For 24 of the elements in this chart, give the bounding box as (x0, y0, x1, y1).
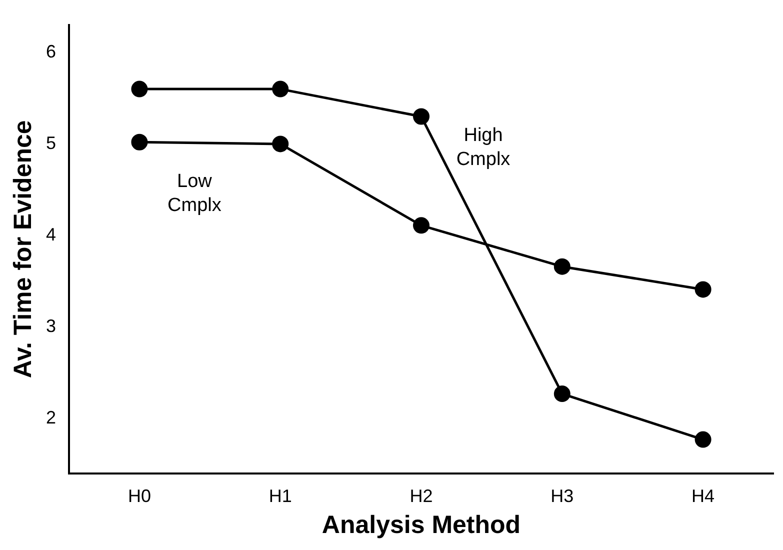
point (554, 386, 570, 402)
series-label: Low Cmplx (168, 170, 222, 216)
x-tick-label: H3 (550, 486, 574, 506)
series-label: High Cmplx (456, 125, 511, 170)
y-tick-label: 6 (46, 41, 56, 62)
y-tick-label: 2 (46, 407, 56, 428)
point (694, 431, 712, 448)
point (413, 108, 430, 125)
y-axis-title: Av. Time for Evidence (8, 120, 37, 378)
point (413, 217, 430, 234)
x-axis-title: Analysis Method (322, 510, 521, 539)
point (272, 136, 289, 152)
point (694, 281, 712, 298)
point (554, 258, 570, 275)
x-tick-label: H4 (692, 486, 715, 506)
point (131, 134, 148, 150)
point (272, 80, 289, 98)
y-tick-label: 5 (46, 132, 56, 153)
x-tick-label: H0 (128, 486, 151, 506)
x-tick-label: H2 (410, 486, 433, 506)
y-tick-label: 3 (46, 316, 56, 336)
x-tick-label: H1 (268, 486, 292, 506)
y-tick-label: 4 (46, 224, 56, 244)
point (131, 80, 148, 98)
